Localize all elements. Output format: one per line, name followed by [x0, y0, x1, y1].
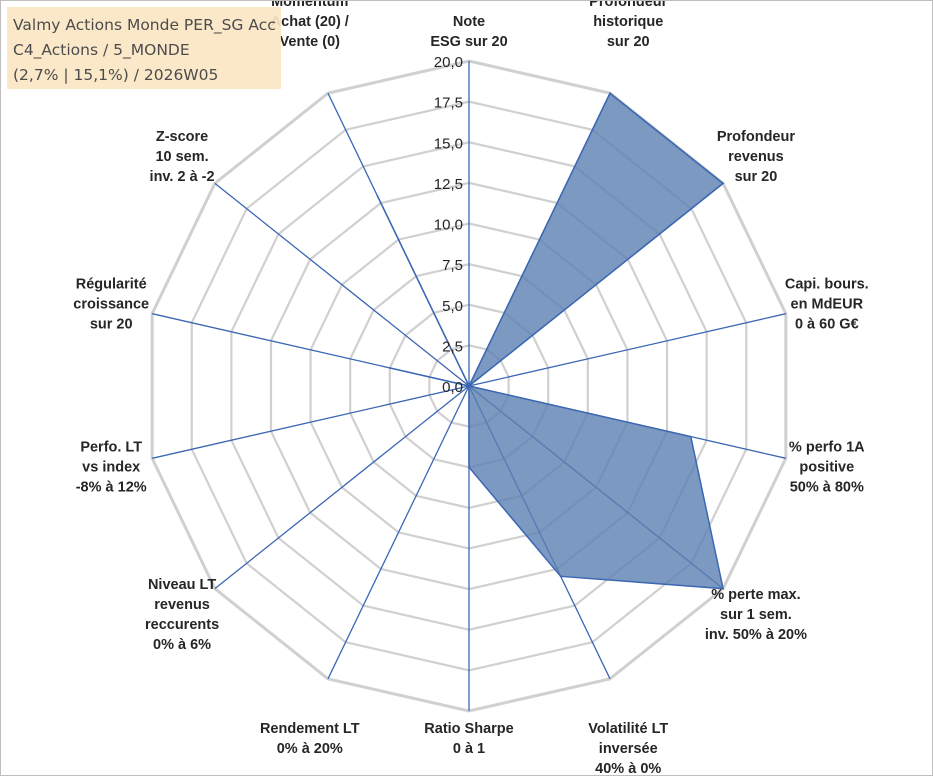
axis-label-line: 40% à 0% [595, 761, 661, 775]
tick-label-2: 5,0 [442, 298, 463, 315]
axis-label-line: Vente (0) [280, 34, 341, 50]
axis-label-line: -8% à 12% [76, 480, 147, 496]
data-point-1 [609, 92, 611, 94]
data-point-13 [376, 194, 379, 197]
axis-label-line: sur 1 sem. [720, 607, 792, 623]
axis-label-line: Capi. bours. [785, 276, 869, 292]
data-point-6 [559, 575, 562, 578]
axis-label-13: Momentum Achat (20) / Vente (0) [271, 1, 349, 50]
axis-label-line: 0% à 6% [153, 637, 211, 653]
tick-label-4: 10,0 [434, 217, 463, 234]
axis-label-line: Z-score [156, 129, 208, 145]
axis-label-9: Niveau LT revenus reccurents 0% à 6% [145, 577, 219, 653]
axis-label-line: Rendement LT [260, 721, 360, 737]
axis-label-line: inv. 50% à 20% [705, 627, 807, 643]
axis-label-line: revenus [154, 597, 210, 613]
series-area [376, 92, 725, 590]
axis-label-line: Profondeur [717, 129, 795, 145]
data-point-7 [468, 466, 470, 469]
axis-label-line: Niveau LT [148, 577, 216, 593]
data-point-11 [388, 367, 391, 369]
axis-label-line: vs index [82, 460, 140, 476]
data-point-2 [722, 182, 724, 185]
tick-labels: 0,0 2,5 5,0 7,5 10,0 12,5 15,0 17,5 20,0 [434, 54, 463, 396]
spoke-3 [468, 313, 786, 387]
axis-label-line: 50% à 80% [790, 480, 864, 496]
axis-label-1: Profondeur historique sur 20 [589, 1, 667, 50]
tick-label-1: 2,5 [442, 338, 463, 355]
data-point-5 [722, 587, 724, 590]
tick-label-3: 7,5 [442, 257, 463, 274]
chart-title-line-2: C4_Actions / 5_MONDE [13, 41, 190, 59]
axis-label-line: 0% à 20% [277, 741, 343, 757]
axis-label-line: Achat (20) / [271, 14, 349, 30]
axis-label-line: Régularité [76, 276, 147, 292]
axis-label-5: % perte max. sur 1 sem. inv. 50% à 20% [705, 587, 807, 643]
tick-label-8: 20,0 [434, 54, 463, 71]
chart-title-box: Valmy Actions Monde PER_SG Acc C4_Action… [7, 7, 281, 89]
axis-label-2: Profondeur revenus sur 20 [717, 129, 795, 185]
chart-title-line-1: Valmy Actions Monde PER_SG Acc [13, 16, 276, 34]
axis-label-line: Note [453, 14, 485, 30]
tick-label-7: 17,5 [434, 95, 463, 112]
axis-label-line: en MdEUR [791, 296, 864, 312]
axis-label-12: Z-score 10 sem. inv. 2 à -2 [150, 129, 215, 185]
axis-label-line: ESG sur 20 [430, 34, 507, 50]
axis-label-line: 0 à 60 G€ [795, 316, 859, 332]
axis-label-line: % perfo 1A [789, 440, 865, 456]
data-series [376, 92, 725, 590]
data-point-4 [689, 435, 692, 438]
axis-label-line: croissance [73, 296, 149, 312]
tick-label-6: 15,0 [434, 135, 463, 152]
axis-label-line: positive [799, 460, 854, 476]
axis-label-line: Ratio Sharpe [424, 721, 513, 737]
data-point-12 [468, 385, 470, 387]
spoke-10 [152, 385, 470, 459]
axis-label-line: % perte max. [711, 587, 800, 603]
axis-label-line: 0 à 1 [453, 741, 485, 757]
tick-label-0: 0,0 [442, 379, 463, 396]
tick-label-5: 12,5 [434, 176, 463, 193]
spoke-9 [214, 385, 470, 590]
axis-label-line: Profondeur [589, 1, 667, 10]
axis-label-8: Rendement LT 0% à 20% [260, 721, 360, 757]
axis-label-0: Note ESG sur 20 [430, 14, 507, 50]
axis-label-line: historique [593, 14, 663, 30]
chart-title-line-3: (2,7% | 15,1%) / 2026W05 [13, 66, 219, 84]
axis-label-4: % perfo 1A positive 50% à 80% [789, 440, 865, 496]
axis-label-line: inv. 2 à -2 [150, 169, 215, 185]
spoke-8 [327, 385, 470, 680]
spoke-12 [214, 182, 470, 387]
axis-label-line: Momentum [271, 1, 348, 10]
axis-label-line: Perfo. LT [80, 440, 142, 456]
axis-label-line: revenus [728, 149, 784, 165]
axis-label-line: sur 20 [735, 169, 778, 185]
axis-label-6: Volatilité LT inversée 40% à 0% [588, 721, 668, 775]
axis-label-3: Capi. bours. en MdEUR 0 à 60 G€ [785, 276, 869, 332]
axis-label-7: Ratio Sharpe 0 à 1 [424, 721, 513, 757]
axis-label-11: Régularité croissance sur 20 [73, 276, 149, 332]
axis-label-line: 10 sem. [155, 149, 208, 165]
axis-label-line: Volatilité LT [588, 721, 668, 737]
axis-label-line: sur 20 [90, 316, 133, 332]
axis-label-line: sur 20 [607, 34, 650, 50]
axis-label-line: inversée [599, 741, 658, 757]
axis-labels: Note ESG sur 20 Profondeur historique sur 20… [73, 1, 868, 775]
axis-label-10: Perfo. LT vs index -8% à 12% [76, 440, 147, 496]
axis-label-line: reccurents [145, 617, 219, 633]
